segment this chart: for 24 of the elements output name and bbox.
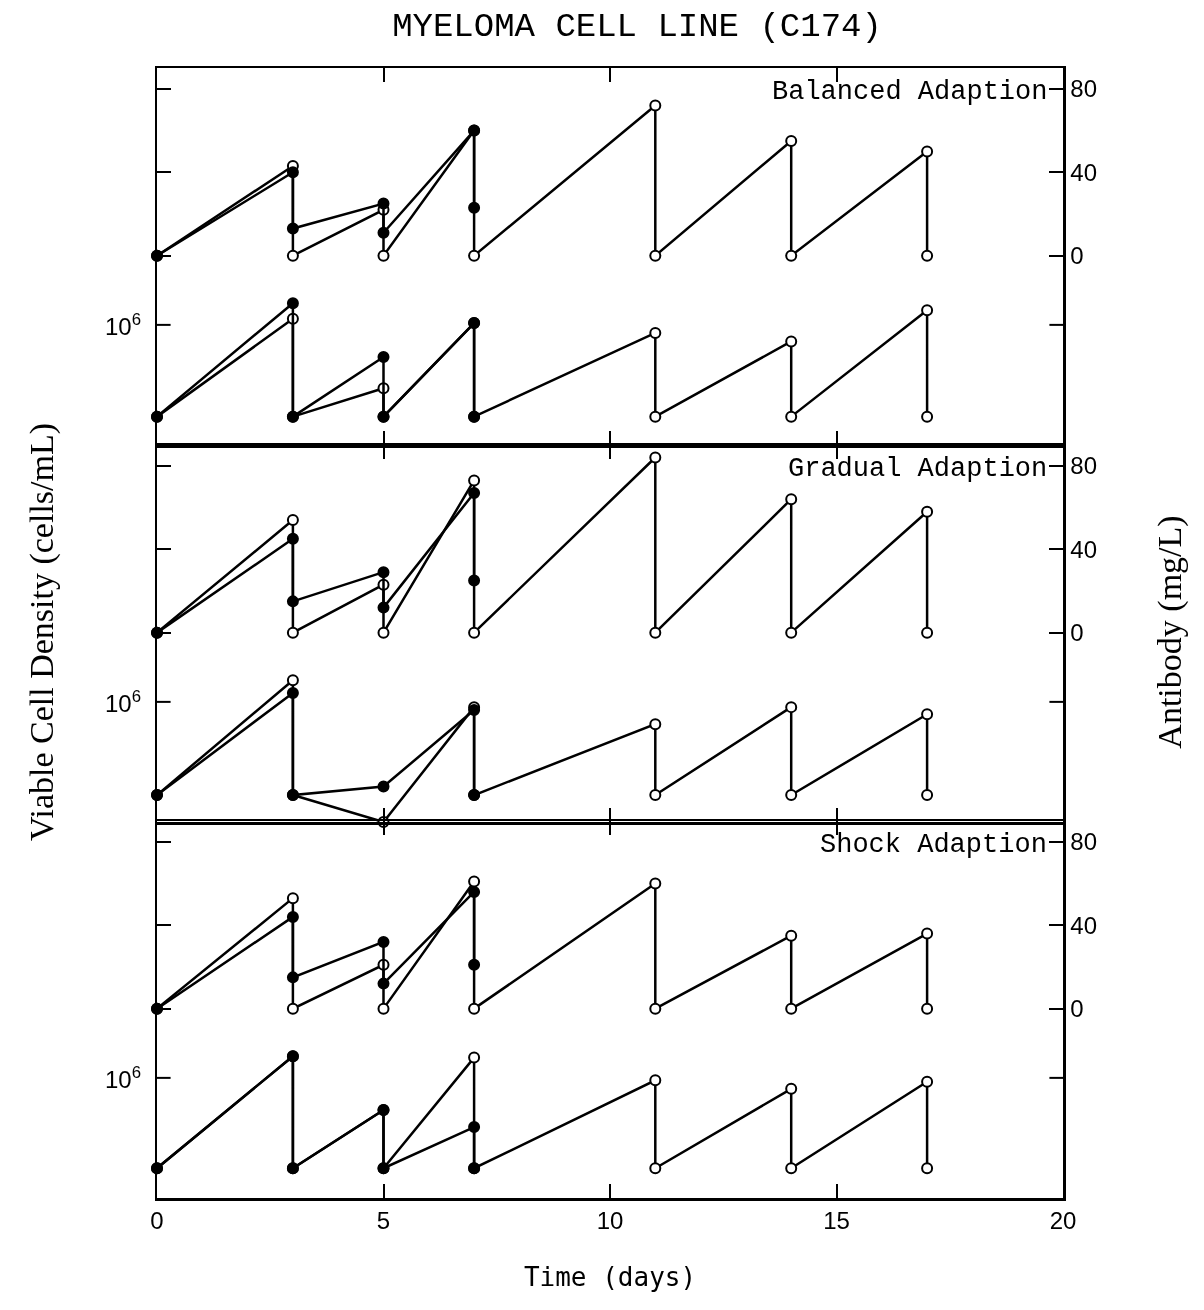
y2-tick-label: 80	[1070, 828, 1097, 856]
text: 10$^{6}$	[105, 1063, 142, 1094]
y-axis-title: Viable Cell Density (cells/mL)	[23, 422, 61, 842]
x-axis-title: Time (days)	[522, 1262, 698, 1292]
x-tick-label: 15	[823, 1207, 850, 1235]
y2-tick-label: 0	[1070, 618, 1084, 646]
x-tick-label: 20	[1049, 1207, 1077, 1235]
annotation: Shock Adaption	[820, 830, 1047, 860]
x-tick-label: 0	[150, 1207, 164, 1235]
chart-title: MYELOMA CELL LINE (C174)	[391, 8, 883, 46]
text: 10$^{6}$	[105, 686, 142, 717]
y2-tick-label: 0	[1070, 242, 1084, 270]
y2-tick-label: 40	[1070, 158, 1097, 186]
y2-tick-label: 80	[1070, 451, 1097, 479]
annotation: Gradual Adaption	[788, 453, 1048, 484]
y2-axis-title: Antibody (mg/L)	[1151, 515, 1189, 749]
y2-tick-label: 40	[1070, 911, 1097, 939]
y2-tick-label: 0	[1070, 995, 1084, 1023]
annotation: Balanced Adaption	[772, 77, 1048, 107]
y2-tick-label: 80	[1070, 75, 1097, 103]
text: 10$^{6}$	[105, 310, 142, 341]
x-tick-label: 10	[596, 1207, 624, 1235]
y2-tick-label: 40	[1070, 535, 1097, 563]
x-tick-label: 5	[376, 1207, 391, 1235]
